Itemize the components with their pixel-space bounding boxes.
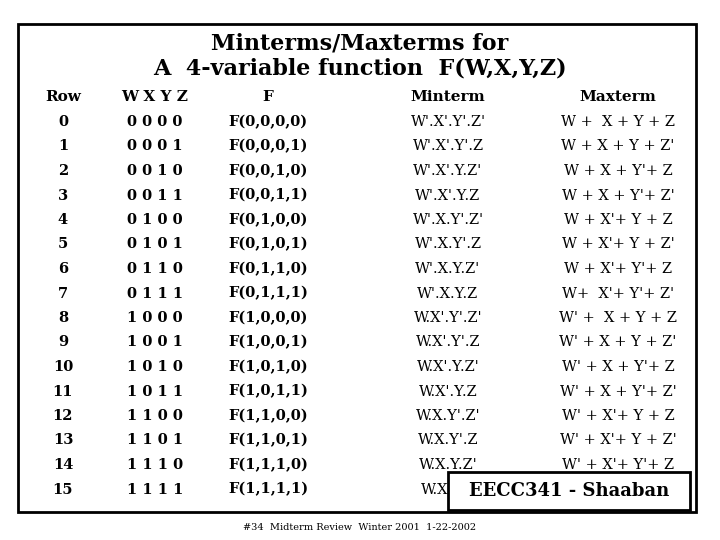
- Text: W.X'.Y.Z: W.X'.Y.Z: [418, 384, 477, 399]
- Text: W' + X'+ Y + Z': W' + X'+ Y + Z': [559, 434, 676, 448]
- Text: F(0,0,0,1): F(0,0,0,1): [228, 139, 307, 153]
- Text: F(1,1,1,1): F(1,1,1,1): [228, 482, 308, 497]
- FancyBboxPatch shape: [448, 472, 690, 510]
- Text: 0 1 0 0: 0 1 0 0: [127, 213, 183, 227]
- Text: W'.X.Y'.Z: W'.X.Y'.Z: [415, 238, 482, 252]
- Text: W + X'+ Y + Z': W + X'+ Y + Z': [562, 238, 675, 252]
- Text: W.X.Y.Z': W.X.Y.Z': [418, 458, 477, 472]
- Text: W'.X.Y.Z': W'.X.Y.Z': [415, 262, 481, 276]
- Text: 1 0 1 0: 1 0 1 0: [127, 360, 183, 374]
- Text: W'.X'.Y'.Z': W'.X'.Y'.Z': [410, 115, 485, 129]
- Text: W + X + Y'+ Z': W + X + Y'+ Z': [562, 188, 675, 202]
- Text: 1 0 0 0: 1 0 0 0: [127, 311, 183, 325]
- Text: 5: 5: [58, 238, 68, 252]
- Text: W + X + Y + Z': W + X + Y + Z': [562, 139, 675, 153]
- Text: W'.X.Y'.Z': W'.X.Y'.Z': [413, 213, 484, 227]
- Text: 1: 1: [58, 139, 68, 153]
- Text: 1 1 1 0: 1 1 1 0: [127, 458, 183, 472]
- Text: 0 0 1 0: 0 0 1 0: [127, 164, 183, 178]
- Text: 3: 3: [58, 188, 68, 202]
- Text: W'+  X'+ Y'+ Z': W'+ X'+ Y'+ Z': [560, 483, 676, 496]
- Text: F(0,0,1,0): F(0,0,1,0): [228, 164, 307, 178]
- Text: W.X'.Y'.Z': W.X'.Y'.Z': [414, 311, 482, 325]
- Text: 1 1 0 1: 1 1 0 1: [127, 434, 183, 448]
- Text: W X Y Z: W X Y Z: [122, 90, 189, 104]
- Text: F(1,1,1,0): F(1,1,1,0): [228, 458, 308, 472]
- Text: W + X'+ Y'+ Z: W + X'+ Y'+ Z: [564, 262, 672, 276]
- Text: 2: 2: [58, 164, 68, 178]
- Text: F(1,0,1,0): F(1,0,1,0): [228, 360, 308, 374]
- Text: W +  X + Y + Z: W + X + Y + Z: [561, 115, 675, 129]
- Text: F(1,0,0,0): F(1,0,0,0): [228, 311, 307, 325]
- Text: F(0,1,0,0): F(0,1,0,0): [228, 213, 307, 227]
- Text: W'.X'.Y.Z': W'.X'.Y.Z': [413, 164, 482, 178]
- Text: W.X'.Y.Z': W.X'.Y.Z': [417, 360, 480, 374]
- Text: W'.X'.Y.Z: W'.X'.Y.Z: [415, 188, 481, 202]
- Text: 0 1 1 1: 0 1 1 1: [127, 287, 183, 300]
- Text: F(0,0,0,0): F(0,0,0,0): [228, 115, 307, 129]
- Text: 0 1 0 1: 0 1 0 1: [127, 238, 183, 252]
- Text: W.X.Y'.Z': W.X.Y'.Z': [415, 409, 480, 423]
- Text: 6: 6: [58, 262, 68, 276]
- Text: 0 0 1 1: 0 0 1 1: [127, 188, 183, 202]
- Text: Minterms/Maxterms for: Minterms/Maxterms for: [212, 32, 508, 54]
- Text: W' + X + Y + Z': W' + X + Y + Z': [559, 335, 677, 349]
- Text: W' + X'+ Y'+ Z: W' + X'+ Y'+ Z: [562, 458, 674, 472]
- Text: W + X'+ Y + Z: W + X'+ Y + Z: [564, 213, 672, 227]
- Text: W.X'.Y'.Z: W.X'.Y'.Z: [415, 335, 480, 349]
- Text: F(0,1,1,1): F(0,1,1,1): [228, 286, 308, 301]
- Text: Row: Row: [45, 90, 81, 104]
- Text: EECC341 - Shaaban: EECC341 - Shaaban: [469, 482, 669, 500]
- Text: 0 1 1 0: 0 1 1 0: [127, 262, 183, 276]
- Text: W'.X'.Y'.Z: W'.X'.Y'.Z: [413, 139, 484, 153]
- Text: 14: 14: [53, 458, 73, 472]
- Text: 11: 11: [53, 384, 73, 399]
- Text: F(0,1,1,0): F(0,1,1,0): [228, 262, 308, 276]
- Text: W' +  X + Y + Z: W' + X + Y + Z: [559, 311, 677, 325]
- Text: 15: 15: [53, 483, 73, 496]
- Text: 4: 4: [58, 213, 68, 227]
- Text: W.X.Y.Z: W.X.Y.Z: [420, 483, 475, 496]
- Text: W' + X'+ Y + Z: W' + X'+ Y + Z: [562, 409, 675, 423]
- Text: W+  X'+ Y'+ Z': W+ X'+ Y'+ Z': [562, 287, 674, 300]
- Text: A  4-variable function  F(W,X,Y,Z): A 4-variable function F(W,X,Y,Z): [153, 57, 567, 79]
- Text: W'.X.Y.Z: W'.X.Y.Z: [418, 287, 479, 300]
- Text: 0 0 0 1: 0 0 0 1: [127, 139, 183, 153]
- Text: 1 0 0 1: 1 0 0 1: [127, 335, 183, 349]
- Text: F(1,1,0,1): F(1,1,0,1): [228, 434, 308, 448]
- Text: 9: 9: [58, 335, 68, 349]
- Text: F(1,0,1,1): F(1,0,1,1): [228, 384, 308, 399]
- Text: 7: 7: [58, 287, 68, 300]
- Text: F(1,1,0,0): F(1,1,0,0): [228, 409, 308, 423]
- Text: F: F: [263, 90, 274, 104]
- Text: W' + X + Y'+ Z: W' + X + Y'+ Z: [562, 360, 675, 374]
- FancyBboxPatch shape: [18, 24, 696, 512]
- Text: 0 0 0 0: 0 0 0 0: [127, 115, 183, 129]
- Text: W.X.Y'.Z: W.X.Y'.Z: [418, 434, 478, 448]
- Text: Minterm: Minterm: [410, 90, 485, 104]
- Text: 1 0 1 1: 1 0 1 1: [127, 384, 183, 399]
- Text: 0: 0: [58, 115, 68, 129]
- Text: Maxterm: Maxterm: [580, 90, 657, 104]
- Text: 1 1 0 0: 1 1 0 0: [127, 409, 183, 423]
- Text: F(0,0,1,1): F(0,0,1,1): [228, 188, 308, 202]
- Text: W' + X + Y'+ Z': W' + X + Y'+ Z': [559, 384, 676, 399]
- Text: 12: 12: [53, 409, 73, 423]
- Text: 1 1 1 1: 1 1 1 1: [127, 483, 183, 496]
- Text: F(0,1,0,1): F(0,1,0,1): [228, 238, 308, 252]
- Text: 10: 10: [53, 360, 73, 374]
- Text: W + X + Y'+ Z: W + X + Y'+ Z: [564, 164, 672, 178]
- Text: 13: 13: [53, 434, 73, 448]
- Text: 8: 8: [58, 311, 68, 325]
- Text: F(1,0,0,1): F(1,0,0,1): [228, 335, 308, 349]
- Text: #34  Midterm Review  Winter 2001  1-22-2002: #34 Midterm Review Winter 2001 1-22-2002: [243, 523, 477, 531]
